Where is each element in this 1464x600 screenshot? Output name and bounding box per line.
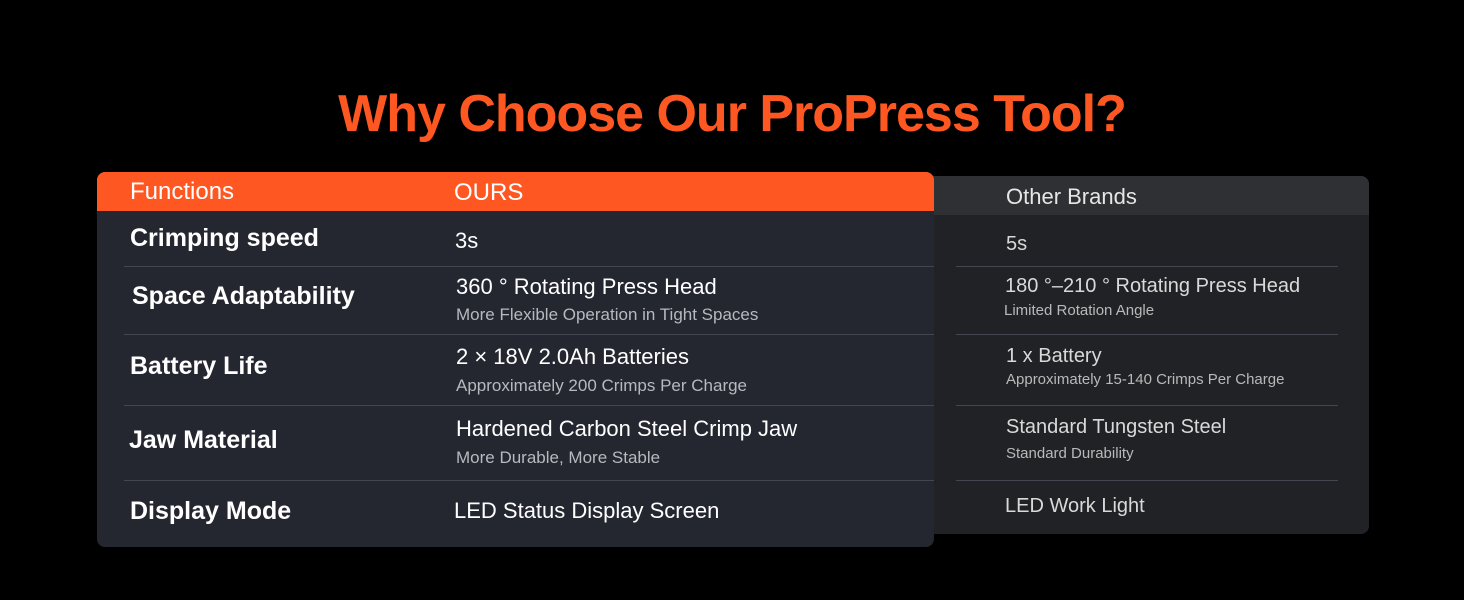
function-crimping-speed: Crimping speed	[130, 224, 319, 252]
functions-header-label: Functions	[130, 178, 235, 205]
other-space-adaptability-note: Limited Rotation Angle	[1004, 302, 1155, 319]
ours-crimping-speed-value: 3s	[455, 228, 479, 253]
row-divider	[124, 334, 934, 335]
row-divider	[956, 266, 1338, 267]
row-divider	[956, 405, 1338, 406]
other-battery-life-value: 1 x Battery	[1006, 345, 1102, 367]
other-crimping-speed-value: 5s	[1006, 233, 1028, 255]
function-battery-life: Battery Life	[130, 352, 268, 380]
ours-battery-life-value: 2 × 18V 2.0Ah Batteries	[456, 344, 689, 369]
row-divider	[124, 405, 934, 406]
function-jaw-material: Jaw Material	[129, 426, 278, 454]
row-divider	[124, 266, 934, 267]
other-brands-header-label: Other Brands	[1006, 184, 1137, 209]
function-display-mode: Display Mode	[130, 497, 292, 525]
other-display-mode-value: LED Work Light	[1005, 495, 1145, 517]
ours-space-adaptability-value: 360 ° Rotating Press Head	[456, 274, 717, 299]
page-title: Why Choose Our ProPress Tool?	[338, 85, 1127, 143]
other-battery-life-note: Approximately 15-140 Crimps Per Charge	[1006, 371, 1285, 388]
row-divider	[956, 480, 1338, 481]
function-space-adaptability: Space Adaptability	[132, 282, 355, 310]
ours-display-mode-value: LED Status Display Screen	[454, 498, 720, 523]
other-jaw-material-note: Standard Durability	[1006, 445, 1134, 462]
ours-jaw-material-value: Hardened Carbon Steel Crimp Jaw	[456, 416, 798, 441]
other-space-adaptability-value: 180 °–210 ° Rotating Press Head	[1005, 275, 1301, 297]
other-jaw-material-value: Standard Tungsten Steel	[1006, 416, 1227, 438]
row-divider	[956, 334, 1338, 335]
other-brands-panel: Other Brands 5s 180 °–210 ° Rotating Pre…	[896, 176, 1369, 534]
ours-panel: Functions OURS Crimping speed 3s Space A…	[97, 172, 934, 547]
other-brands-header: Other Brands	[896, 176, 1369, 215]
ours-space-adaptability-note: More Flexible Operation in Tight Spaces	[456, 305, 759, 324]
ours-battery-life-note: Approximately 200 Crimps Per Charge	[456, 376, 748, 395]
ours-header: Functions OURS	[97, 172, 934, 211]
row-divider	[124, 480, 934, 481]
ours-jaw-material-note: More Durable, More Stable	[456, 448, 661, 467]
ours-header-label: OURS	[454, 179, 524, 206]
